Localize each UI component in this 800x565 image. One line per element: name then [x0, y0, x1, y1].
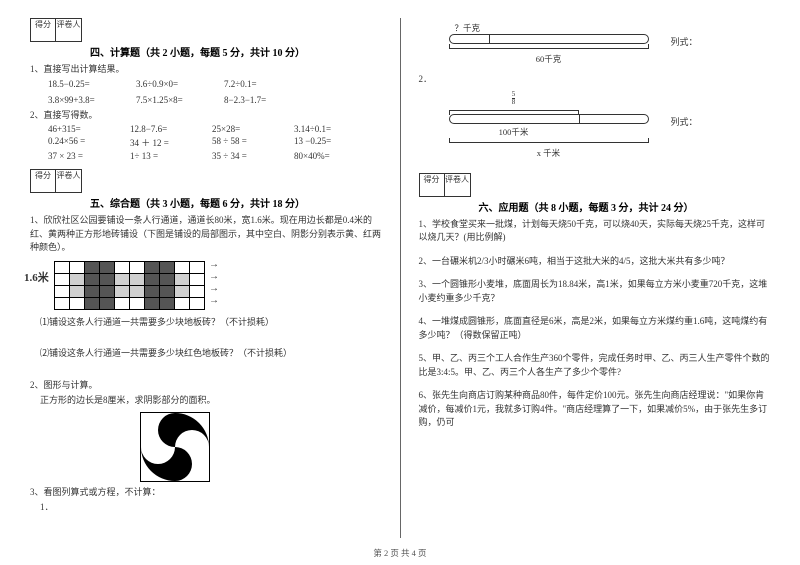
arrows-icon: [209, 259, 219, 307]
eq: 8−2.3−1.7=: [224, 95, 290, 105]
score-label: 得分: [30, 169, 56, 193]
bracket-icon: [449, 106, 579, 111]
bracket-icon: [449, 48, 649, 53]
q5-3: 3、看图列算式或方程，不计算：: [30, 486, 382, 500]
q4-1: 1、直接写出计算结果。: [30, 63, 382, 77]
eq: 58 ÷ 58 =: [212, 136, 278, 149]
q5-2: 2、图形与计算。: [30, 379, 382, 393]
eq-row: 37 × 23 = 1÷ 13 = 35 ÷ 34 = 80×40%=: [48, 151, 382, 161]
diagram-2: 58 列式： 100千米 x 千米: [449, 91, 669, 159]
eq-row: 46+315= 12.8−7.6= 25×28= 3.14÷0.1=: [48, 124, 382, 134]
eq: 3.8×99+3.8=: [48, 95, 114, 105]
section6-title: 六、应用题（共 8 小题，每题 3 分，共计 24 分）: [479, 199, 771, 214]
eq: 3.14÷0.1=: [294, 124, 360, 134]
d2-fraction: 58: [449, 91, 579, 106]
q5-1b: ⑵铺设这条人行通道一共需要多少块红色地板砖？（不计损耗）: [40, 347, 382, 361]
grader-label: 评卷人: [56, 169, 82, 193]
eq: 37 × 23 =: [48, 151, 114, 161]
score-box-sec4: 得分 评卷人: [30, 18, 382, 42]
swirl-figure: [140, 412, 210, 482]
diagram-1: ？千克 列式： 60千克: [449, 22, 669, 65]
score-box-sec5: 得分 评卷人: [30, 169, 382, 193]
page-footer: 第 2 页 共 4 页: [0, 547, 800, 559]
eq: 3.6÷0.9×0=: [136, 79, 202, 89]
d2-bottom-label: x 千米: [449, 147, 649, 159]
eq: 1÷ 13 =: [130, 151, 196, 161]
q6-5: 5、甲、乙、丙三个工人合作生产360个零件，完成任务时甲、乙、丙三人生产零件个数…: [419, 352, 771, 379]
eq: 7.2÷0.1=: [224, 79, 290, 89]
eq-row: 0.24×56 = 34 ＋ 12 = 58 ÷ 58 = 13 −0.25=: [48, 136, 382, 149]
eq: 46+315=: [48, 124, 114, 134]
eq: 7.5×1.25×8=: [136, 95, 202, 105]
q6-2: 2、一台碾米机2/3小时碾米6吨，相当于这批大米的4/5，这批大米共有多少吨？: [419, 255, 771, 269]
q6-3: 3、一个圆锥形小麦堆，底面周长为18.84米，高1米，如果每立方米小麦重720千…: [419, 278, 771, 305]
q6-1: 1、学校食堂买来一批煤，计划每天烧50千克，可以烧40天，实际每天烧25千克，这…: [419, 218, 771, 245]
grader-label: 评卷人: [445, 173, 471, 197]
q5-1: 1、欣欣社区公园要铺设一条人行通道，通道长80米，宽1.6米。现在用边长都是0.…: [30, 214, 382, 255]
formula-label: 列式：: [670, 35, 697, 48]
eq: 25×28=: [212, 124, 278, 134]
score-box-sec6: 得分 评卷人: [419, 173, 771, 197]
q5-2b: 正方形的边长是8厘米，求阴影部分的面积。: [40, 394, 382, 408]
eq: 34 ＋ 12 =: [130, 136, 196, 149]
score-label: 得分: [30, 18, 56, 42]
eq: 12.8−7.6=: [130, 124, 196, 134]
q4-2: 2、直接写得数。: [30, 109, 382, 123]
tile-grid-figure: 1.6米: [54, 261, 254, 310]
bracket-icon: [449, 142, 649, 147]
right-column: ？千克 列式： 60千克 2． 58 列式： 100千米 x 千米 得分 评: [419, 18, 771, 538]
eq: 13 −0.25=: [294, 136, 360, 149]
eq-row: 18.5−0.25= 3.6÷0.9×0= 7.2÷0.1=: [48, 79, 382, 89]
d2-mid-label: 100千米: [449, 126, 579, 138]
eq-row: 3.8×99+3.8= 7.5×1.25×8= 8−2.3−1.7=: [48, 95, 382, 105]
d2-bar: 列式：: [449, 114, 649, 124]
eq: 0.24×56 =: [48, 136, 114, 149]
eq: 80×40%=: [294, 151, 360, 161]
grader-label: 评卷人: [56, 18, 82, 42]
d1-bottom-label: 60千克: [449, 53, 649, 65]
grid-height-label: 1.6米: [24, 269, 49, 285]
formula-label: 列式：: [670, 115, 697, 128]
eq: 18.5−0.25=: [48, 79, 114, 89]
q5-3a: 1．: [40, 501, 382, 515]
d1-top-label: ？千克: [455, 22, 669, 34]
left-column: 得分 评卷人 四、计算题（共 2 小题，每题 5 分，共计 10 分） 1、直接…: [30, 18, 382, 538]
column-divider: [400, 18, 401, 538]
section4-title: 四、计算题（共 2 小题，每题 5 分，共计 10 分）: [90, 44, 382, 59]
d2-num: 2．: [419, 73, 771, 87]
q6-4: 4、一堆煤成圆锥形，底面直径是6米，高是2米，如果每立方米煤约重1.6吨，这吨煤…: [419, 315, 771, 342]
d1-bar: 列式：: [449, 34, 649, 44]
eq: 35 ÷ 34 =: [212, 151, 278, 161]
q6-6: 6、张先生向商店订购某种商品80件，每件定价100元。张先生向商店经理说："如果…: [419, 389, 771, 430]
q5-1a: ⑴铺设这条人行通道一共需要多少块地板砖？（不计损耗）: [40, 316, 382, 330]
tile-grid: [54, 261, 205, 310]
score-label: 得分: [419, 173, 445, 197]
section5-title: 五、综合题（共 3 小题，每题 6 分，共计 18 分）: [90, 195, 382, 210]
